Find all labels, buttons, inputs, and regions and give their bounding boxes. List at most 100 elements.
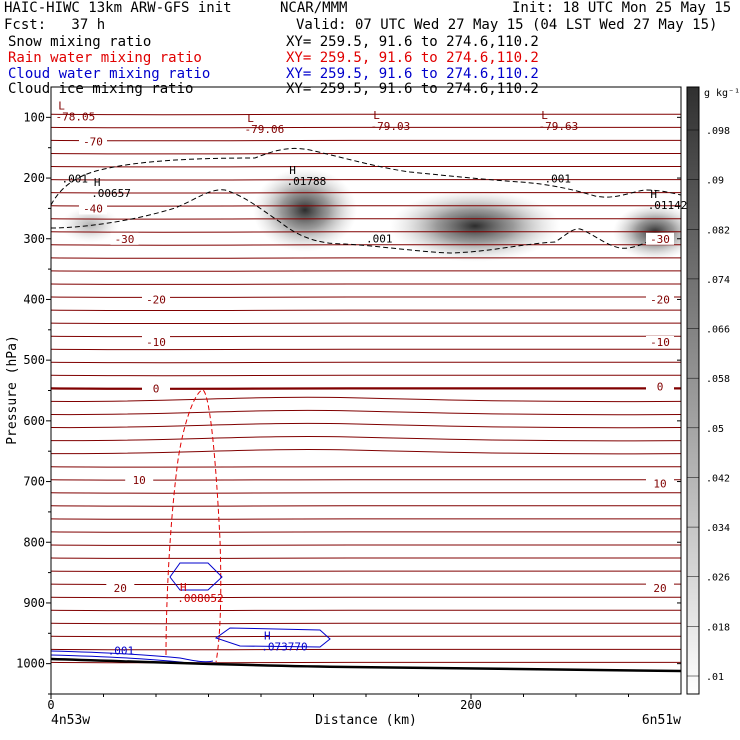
contour-value-label: .001 [108,645,135,658]
contour-label-bg [646,232,674,245]
field-label-snow: Snow mixing ratio [8,34,152,50]
field-xy-snow: XY= 259.5, 91.6 to 274.6,110.2 [286,34,539,50]
cloud-water-contour [169,562,223,591]
colorbar-tick-label: .01 [706,672,724,683]
extremum-value: .073770 [261,640,307,653]
isotherm-line [51,422,681,429]
org-label: NCAR/MMM [280,0,348,16]
contour-label-bg [79,135,107,148]
colorbar-tick-label: .042 [706,473,730,484]
y-tick-label: 400 [23,292,45,306]
forecast-hour: Fcst: 37 h [4,17,106,33]
shading-blob [390,190,560,262]
terrain-surface [50,657,682,673]
contour-label-bg [106,581,135,594]
extremum-value: -79.63 [539,120,579,133]
contour-label-bg [142,382,170,395]
y-tick-label: 900 [23,596,45,610]
colorbar-scale [686,86,700,695]
colorbar-tick-label: .05 [706,424,724,435]
temperature-label: 10 [653,477,666,490]
contour-label-bg [79,202,107,215]
contour-label-bg [142,335,170,348]
extremum-value: .01788 [287,175,327,188]
x-endpoint-left: 4n53w [51,713,90,728]
field-xy-rain: XY= 259.5, 91.6 to 274.6,110.2 [286,50,539,66]
temperature-label: 0 [657,380,664,393]
model-title: HAIC-HIWC 13km ARW-GFS init [4,0,232,16]
extremum-value: -79.06 [245,123,285,136]
extremum-value: .00657 [91,187,131,200]
mixing-ratio-shading [60,168,681,262]
init-time: Init: 18 UTC Mon 25 May 15 [512,0,732,16]
contour-value-label: .001 [62,172,89,185]
temperature-label: -20 [650,293,670,306]
temperature-label: -30 [650,233,670,246]
contour-value-label: .001 [366,232,393,245]
isotherm-line [51,436,681,442]
extremum-value: .01142 [648,199,688,212]
y-tick-label: 800 [23,535,45,549]
shading-blob [60,207,120,243]
extremum-value: .008052 [177,592,223,605]
temperature-label: -30 [115,233,135,246]
shading-blob [253,168,357,252]
colorbar-tick-label: .09 [706,176,724,187]
field-xy-cloud-ice: XY= 259.5, 91.6 to 274.6,110.2 [286,81,539,97]
contour-label-bg [142,293,170,306]
colorbar-tick-label: .058 [706,374,730,385]
contour-label-bg [646,477,674,490]
colorbar: g kg⁻¹ .01 .018 .026 .034 .042 .05 .058 .066 .07… [686,86,740,695]
colorbar-tick-label: .026 [706,573,730,584]
y-tick-label: 500 [23,353,45,367]
cloud-water-contour [214,627,331,648]
temperature-label: -40 [83,202,103,215]
contour-label-bg [646,581,674,594]
colorbar-tick-label: .034 [706,523,730,534]
field-xy-cloud-water: XY= 259.5, 91.6 to 274.6,110.2 [286,66,539,82]
colorbar-tick-label: .082 [706,225,730,236]
rain-water-contour [165,389,222,663]
valid-time: Valid: 07 UTC Wed 27 May 15 (04 LST Wed … [296,17,718,33]
contour-value-label: .001 [545,172,572,185]
extremum-value: -78.05 [56,110,96,123]
field-label-cloud-ice: Cloud ice mixing ratio [8,81,194,97]
field-label-cloud-water: Cloud water mixing ratio [8,66,211,82]
extremum-mark: H [94,176,101,189]
colorbar-tick-label: .098 [706,126,730,137]
temperature-label: -10 [650,336,670,349]
cloud-water-contour [51,650,214,663]
x-tick-label: 200 [460,698,482,712]
x-endpoint-right: 6n51w [642,713,681,728]
temperature-label: 0 [153,383,160,396]
temperature-label: 20 [114,582,127,595]
y-tick-label: 600 [23,414,45,428]
y-axis-title: Pressure (hPa) [5,335,20,445]
colorbar-tick-label: .018 [706,622,730,633]
x-axis-title: Distance (km) [315,713,417,728]
y-tick-label: 300 [23,232,45,246]
ice-contour-lower [51,189,661,254]
extremum-mark: H [264,629,271,642]
y-tick-label: 200 [23,171,45,185]
ice-contour-upper [51,147,681,206]
extremum-mark: H [289,164,296,177]
extremum-mark: L [58,99,65,112]
y-tick-label: 700 [23,475,45,489]
temperature-label: -70 [83,136,103,149]
isotherm-line [51,409,681,416]
temperature-label: -20 [146,293,166,306]
extremum-mark: L [247,112,254,125]
contour-label-bg [125,473,154,486]
contour-label-bg [646,293,674,306]
field-label-rain: Rain water mixing ratio [8,50,202,66]
isotherm-line [51,396,681,403]
colorbar-tick-label: .074 [706,275,730,286]
temperature-label: 20 [653,582,666,595]
contour-label-bg [646,380,674,393]
extremum-value: -79.03 [371,120,411,133]
temperature-label: 10 [133,474,146,487]
